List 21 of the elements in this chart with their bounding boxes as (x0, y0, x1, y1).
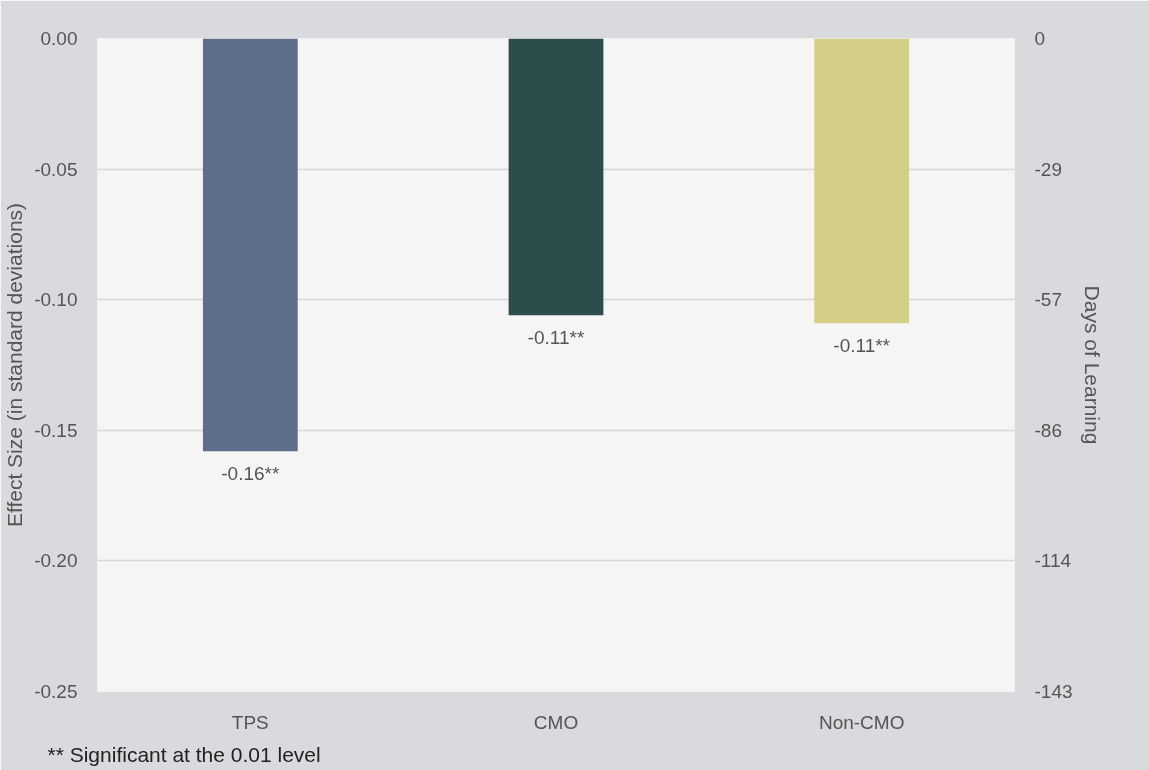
data-label: -0.16** (221, 463, 280, 485)
data-label: -0.11** (527, 327, 585, 349)
y-tick-label: -0.10 (34, 289, 78, 311)
y-tick-label: -0.25 (34, 681, 78, 702)
x-tick-label: Non-CMO (818, 711, 905, 733)
y-tick-label: 0.00 (40, 28, 78, 49)
x-tick-label: TPS (231, 711, 269, 733)
y-tick-label: -0.20 (34, 550, 78, 572)
text: ** Significant at the 0.01 level (47, 742, 321, 766)
y-tick-label: -0.05 (34, 158, 78, 180)
y2-tick-label: -143 (1034, 681, 1073, 702)
y2-tick-label: 0 (1034, 28, 1046, 49)
y-tick-label: -0.15 (34, 419, 78, 441)
y2-tick-label: -114 (1034, 550, 1072, 572)
y2-tick-label: -86 (1034, 419, 1062, 441)
data-label: -0.11** (833, 335, 891, 357)
y2-axis-title: Days of Learning (1080, 285, 1104, 445)
y2-tick-label: -57 (1034, 289, 1062, 311)
y-axis-title: Effect Size (in standard deviations) (3, 202, 27, 528)
y2-tick-label: -29 (1034, 158, 1062, 180)
x-tick-label: CMO (533, 711, 579, 733)
